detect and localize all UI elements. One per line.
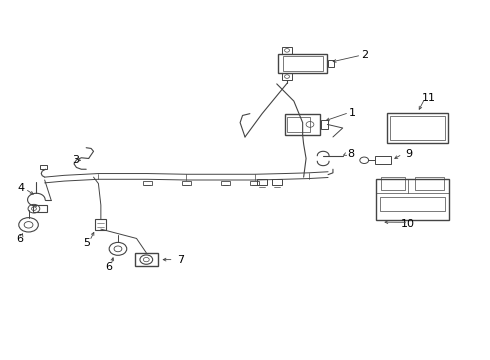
Bar xyxy=(257,179,267,185)
Bar xyxy=(376,179,449,220)
Bar xyxy=(381,177,405,190)
Bar xyxy=(287,117,311,132)
Text: 7: 7 xyxy=(177,255,184,265)
Text: 8: 8 xyxy=(347,149,354,159)
Bar xyxy=(135,253,158,266)
Text: 3: 3 xyxy=(72,155,79,165)
Text: 5: 5 xyxy=(83,238,90,248)
Bar xyxy=(387,113,448,143)
Text: 9: 9 xyxy=(405,149,412,159)
Text: 6: 6 xyxy=(106,262,113,272)
Bar xyxy=(182,181,191,185)
Bar xyxy=(250,181,259,185)
Bar xyxy=(375,156,391,164)
Bar xyxy=(283,56,323,71)
Bar xyxy=(282,47,293,54)
Text: 4: 4 xyxy=(18,183,25,193)
Bar xyxy=(285,114,320,135)
Bar xyxy=(328,59,334,67)
Bar xyxy=(221,181,230,185)
Text: 2: 2 xyxy=(361,50,368,60)
Bar xyxy=(33,205,47,212)
Bar xyxy=(321,120,328,129)
Bar xyxy=(282,73,293,80)
Bar xyxy=(272,179,282,185)
Text: 11: 11 xyxy=(422,93,436,103)
Bar xyxy=(391,116,444,140)
Bar xyxy=(40,165,48,169)
Bar xyxy=(143,181,152,185)
Bar xyxy=(96,220,106,230)
Bar xyxy=(380,197,445,211)
Text: 10: 10 xyxy=(401,219,415,229)
Bar xyxy=(415,177,444,190)
Text: 1: 1 xyxy=(349,108,356,118)
Text: 6: 6 xyxy=(16,234,23,244)
Bar xyxy=(278,54,327,73)
